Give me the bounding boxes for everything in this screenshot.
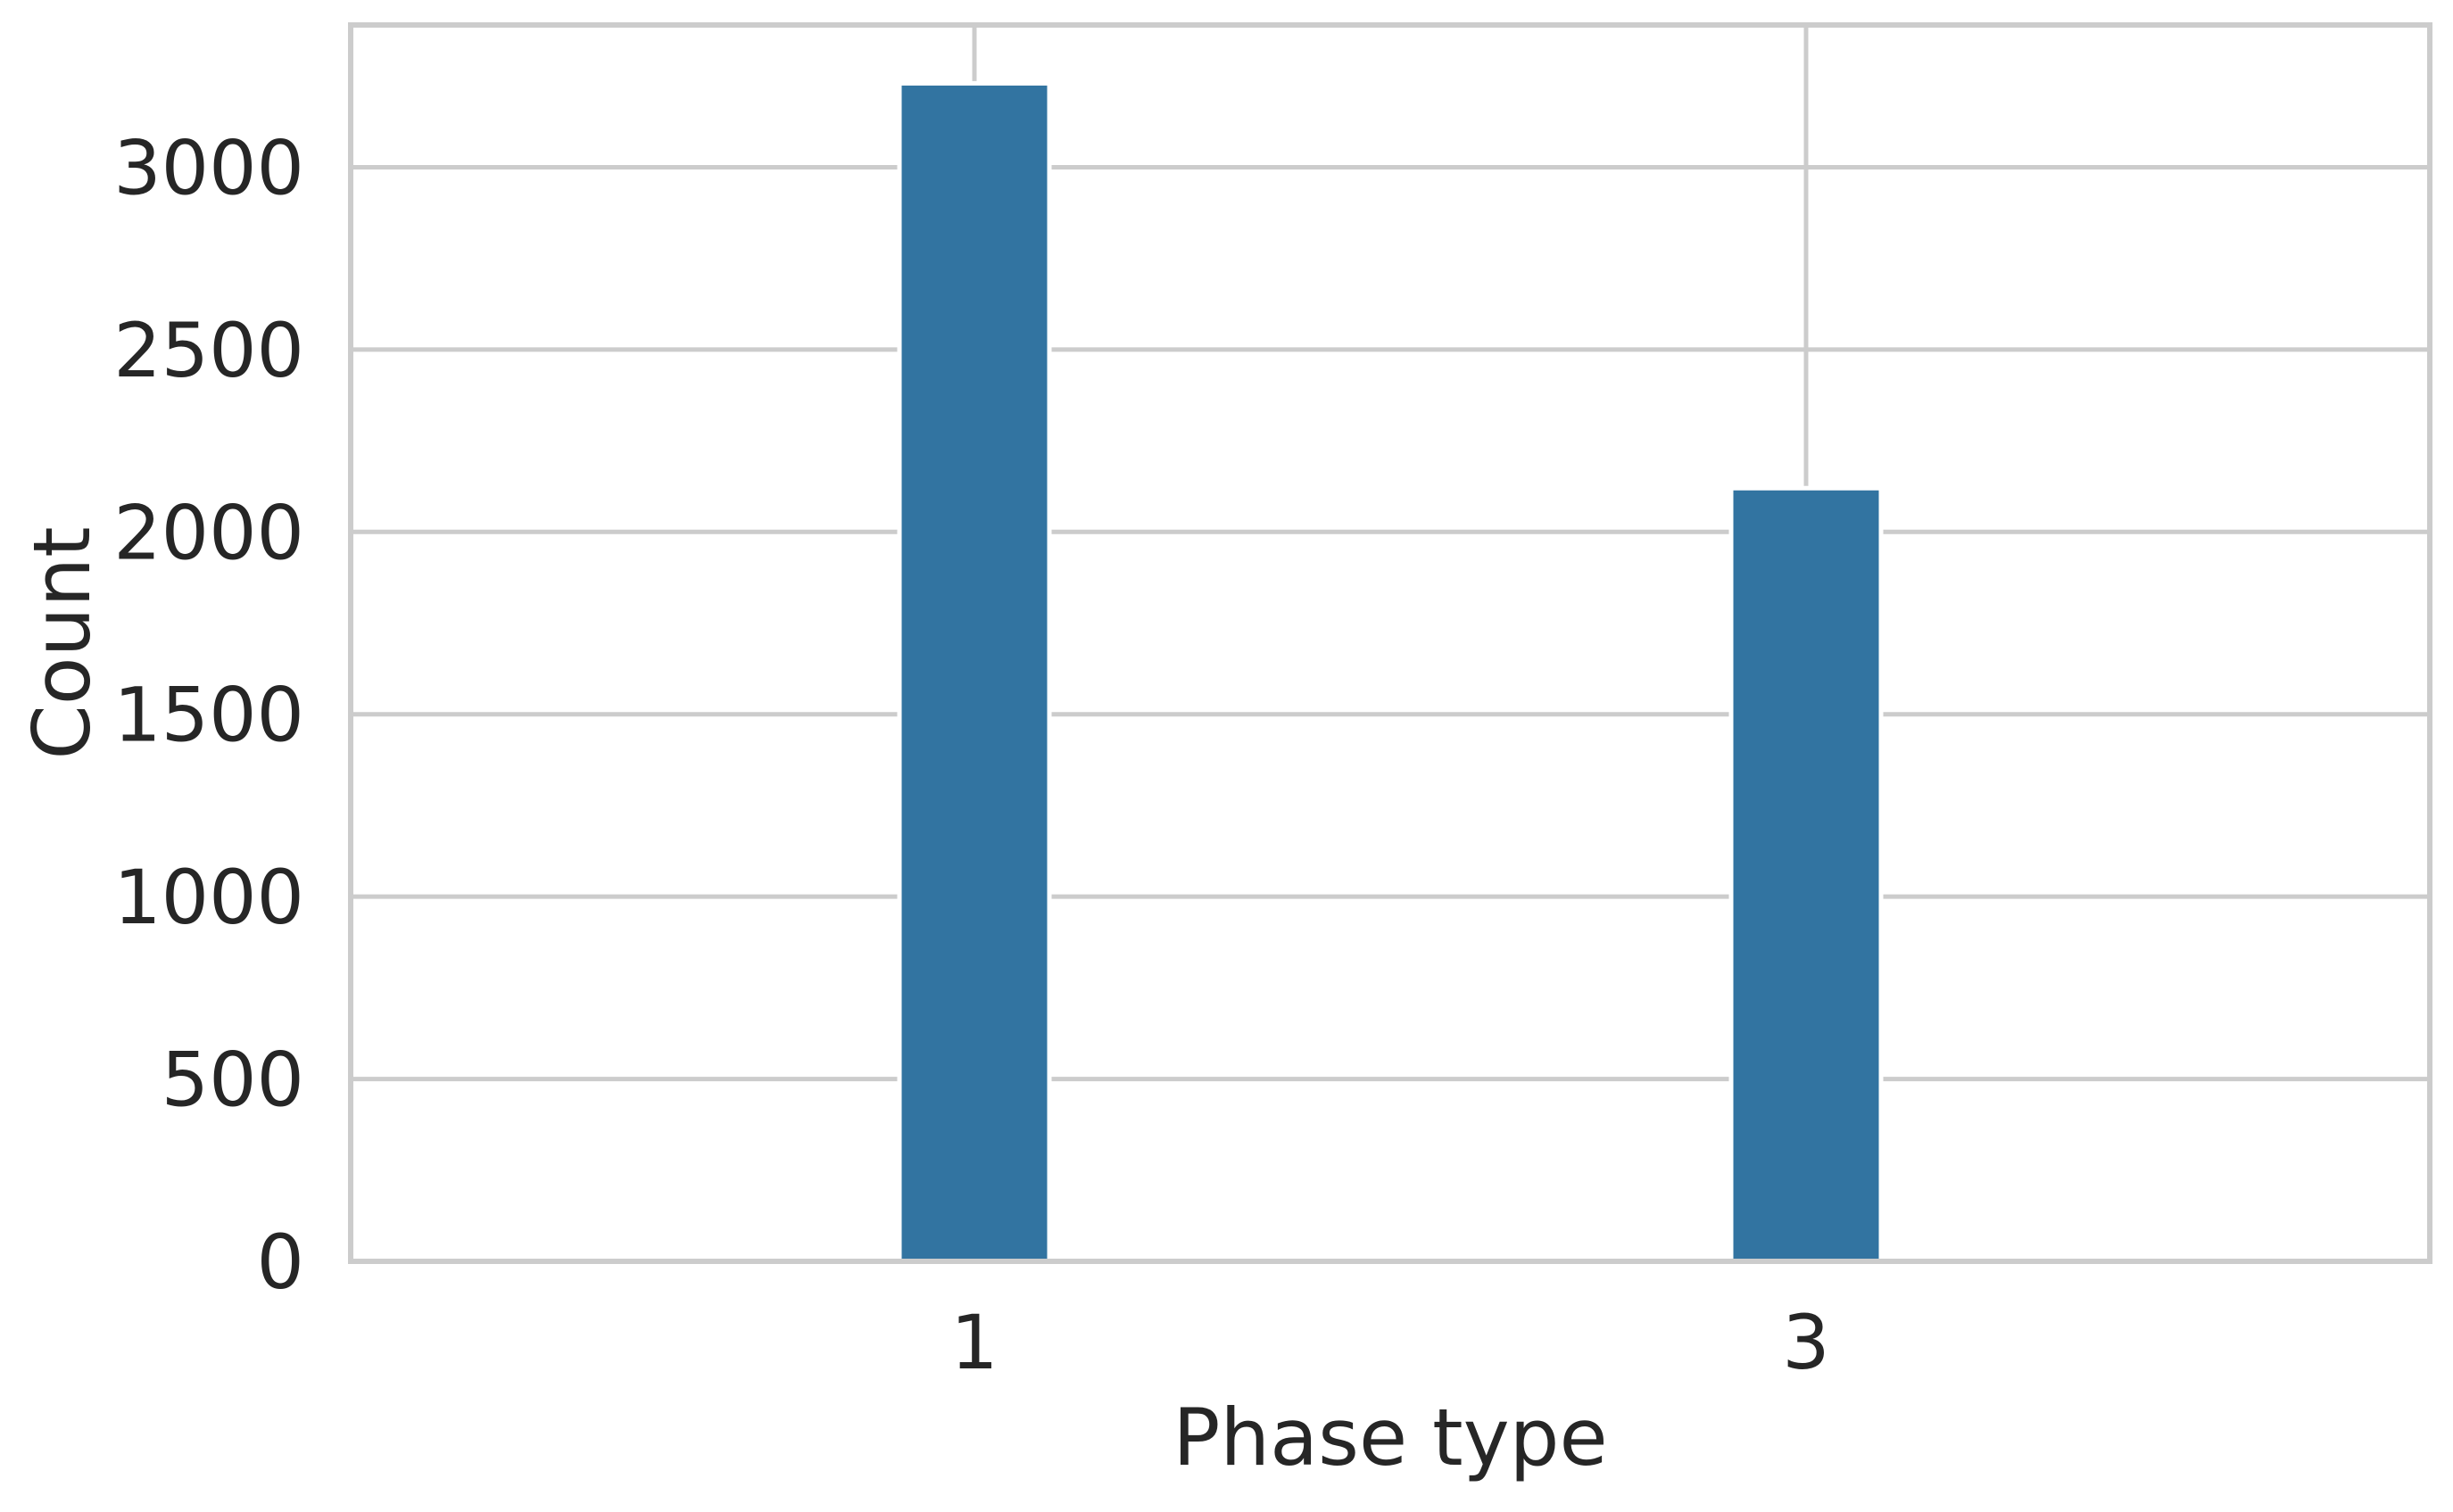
y-tick-label: 3000 bbox=[113, 124, 304, 211]
plot-frame bbox=[348, 22, 2432, 1264]
y-tick-label: 500 bbox=[162, 1037, 304, 1124]
y-tick-label: 1000 bbox=[113, 854, 304, 941]
y-tick-label: 0 bbox=[257, 1219, 304, 1306]
bar bbox=[897, 80, 1052, 1264]
y-tick-label: 2000 bbox=[113, 489, 304, 576]
bars bbox=[897, 80, 1884, 1264]
bar bbox=[1728, 485, 1884, 1264]
x-axis-label: Phase type bbox=[1173, 1392, 1607, 1483]
y-tick-label: 1500 bbox=[113, 672, 304, 759]
x-tick-label: 3 bbox=[1782, 1299, 1829, 1386]
x-tick-label: 1 bbox=[950, 1299, 998, 1386]
y-tick-labels: 0 500 1000 1500 2000 2500 3000 bbox=[113, 124, 304, 1306]
y-axis-label: Count bbox=[16, 526, 108, 759]
y-tick-label: 2500 bbox=[113, 307, 304, 394]
